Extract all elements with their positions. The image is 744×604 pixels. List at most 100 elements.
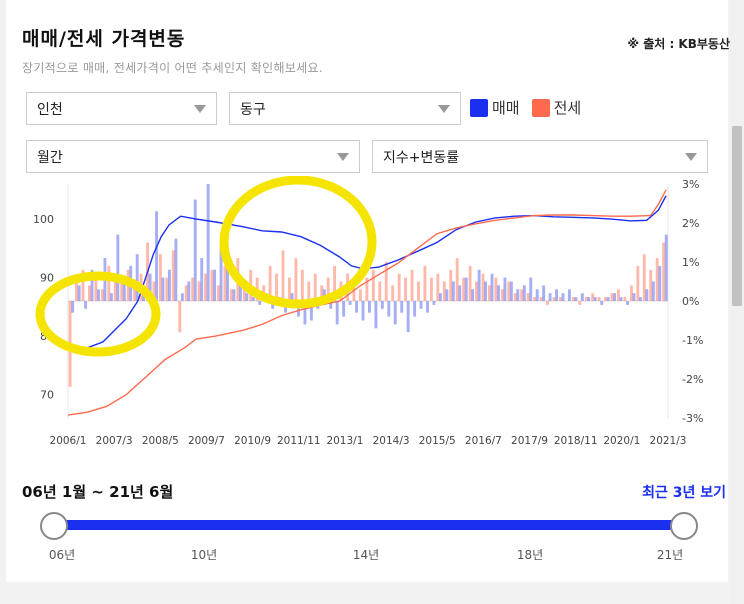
jeonse-change-bar [507,281,511,301]
chevron-down-icon [194,104,206,113]
sale-change-bar [432,301,436,305]
chevron-down-icon [685,152,697,161]
sale-change-bar [445,289,449,301]
sale-change-bar [258,301,262,305]
sale-change-bar [522,285,526,301]
jeonse-change-bar [455,258,459,301]
jeonse-change-bar [165,277,169,301]
sale-change-bar [161,277,165,301]
y-right-tick-label: -2% [682,373,703,386]
jeonse-change-bar [391,285,395,301]
legend-item-jeonse[interactable]: 전세 [531,97,581,118]
jeonse-change-bar [268,265,272,301]
jeonse-change-bar [204,273,208,301]
jeonse-change-bar [642,254,646,301]
sale-change-bar [368,301,371,313]
jeonse-change-bar [410,269,414,301]
jeonse-change-bar [649,269,653,301]
sale-change-bar [174,238,178,301]
slider-tick-label: 21년 [656,548,684,562]
sale-change-bar [109,293,113,301]
jeonse-change-bar [597,297,601,301]
slider-tick-label: 14년 [352,548,380,562]
sale-change-bar [97,289,100,301]
jeonse-change-bar [94,277,98,301]
sale-change-bar [297,301,300,317]
range-slider-track[interactable] [46,520,678,530]
sale-change-bar [393,301,397,325]
scrollbar-thumb[interactable] [732,126,742,306]
jeonse-change-bar [610,293,614,301]
jeonse-change-bar [578,301,582,305]
jeonse-change-bar [242,281,246,301]
x-tick-label: 2007/3 [96,435,133,447]
sale-change-bar [613,293,617,301]
jeonse-change-bar [88,285,91,301]
jeonse-change-bar [488,285,491,301]
metric-select[interactable]: 지수+변동률 [372,140,708,173]
sale-change-bar [438,293,442,301]
sale-change-bar [335,301,339,325]
jeonse-change-bar [107,265,111,301]
jeonse-change-bar [281,250,285,301]
jeonse-change-bar [184,285,188,301]
x-tick-label: 2009/7 [188,435,225,447]
jeonse-change-bar [275,273,278,301]
highlight-annotations [35,176,377,357]
sale-change-bar [471,289,475,301]
jeonse-change-bar [178,301,182,333]
sale-change-bar [245,293,249,301]
sale-change-bar [303,301,307,325]
sale-change-bar [419,301,423,309]
jeonse-change-bar [217,285,220,301]
x-tick-label: 2008/5 [142,435,179,447]
subtitle: 장기적으로 매매, 전세가격이 어떤 추세인지 확인해보세요. [22,61,323,75]
jeonse-change-bar [655,258,659,301]
x-tick-label: 2016/7 [465,435,502,447]
jeonse-change-bar [449,269,453,301]
jeonse-change-bar [436,273,440,301]
sale-change-bar [593,297,597,301]
sale-change-bar [187,281,191,301]
jeonse-change-bar [526,293,530,301]
sale-change-bar [71,301,75,313]
sale-change-bar [497,285,500,301]
x-tick-label: 2006/1 [50,435,87,447]
jeonse-change-bar [378,281,382,301]
sale-change-bar [348,301,352,305]
y-left-tick-label: 100 [33,213,54,226]
jeonse-change-bar [533,297,537,301]
x-tick-label: 2013/1 [326,435,363,447]
jeonse-change-bar [326,277,330,301]
recent-3-years-button[interactable]: 최근 3년 보기 [642,485,726,501]
jeonse-change-bar [197,281,201,301]
jeonse-change-bar [113,281,117,301]
jeonse-change-bar [617,289,620,301]
x-tick-label: 2017/9 [511,435,548,447]
y-right-tick-label: -1% [682,334,703,347]
x-tick-label: 2021/3 [650,435,687,447]
sale-change-bar [626,301,629,305]
sale-change-bar [574,297,578,301]
jeonse-change-bar [365,277,369,301]
jeonse-change-bar [210,269,214,301]
sale-change-bar [529,277,533,301]
sale-change-bar [180,293,184,301]
sale-change-bar [206,184,210,301]
region-select[interactable]: 인천 [26,92,217,125]
range-slider-end-handle[interactable] [670,512,698,540]
sale-change-bar [155,211,158,301]
sale-change-bar [413,301,417,317]
sale-change-bar [84,301,88,309]
range-slider-start-handle[interactable] [40,512,68,540]
period-select[interactable]: 월간 [26,140,360,173]
jeonse-change-bar [636,265,640,301]
district-select[interactable]: 동구 [229,92,461,125]
jeonse-change-bar [333,265,337,301]
jeonse-change-bar [171,250,175,301]
sale-change-bar [90,269,94,301]
slider-tick-label: 10년 [190,548,218,562]
legend-item-sale[interactable]: 매매 [470,97,520,118]
sale-change-bar [555,289,558,301]
jeonse-change-bar [629,285,633,301]
